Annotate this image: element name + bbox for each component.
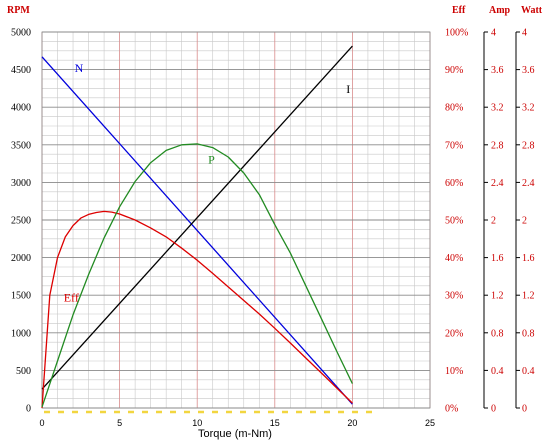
x-tick-label: 0 xyxy=(39,418,44,428)
watt-tick-label: 1.2 xyxy=(522,291,535,302)
curve-label-n: N xyxy=(75,61,84,75)
amp-axis-title: Amp xyxy=(489,5,511,16)
eff-tick-label: 30% xyxy=(445,291,463,302)
rpm-tick-label: 3000 xyxy=(11,178,31,189)
series-layer xyxy=(41,45,353,409)
x-tick-label: 15 xyxy=(270,418,280,428)
watt-tick-label: 4 xyxy=(522,28,527,39)
x-tick-label: 5 xyxy=(117,418,122,428)
amp-tick-label: 2.4 xyxy=(491,178,504,189)
amp-tick-label: 3.2 xyxy=(491,103,504,114)
amp-tick-label: 3.6 xyxy=(491,65,504,76)
rpm-tick-label: 4000 xyxy=(11,103,31,114)
eff-tick-label: 20% xyxy=(445,328,463,339)
rpm-tick-label: 500 xyxy=(16,366,31,377)
amp-tick-label: 2 xyxy=(491,216,496,227)
watt-tick-label: 1.6 xyxy=(522,253,535,264)
x-tick-label: 25 xyxy=(425,418,435,428)
axes-layer: RPM Eff Amp Watt Torque (m-Nm) 0 5 10 15 20 2… xyxy=(7,5,543,440)
major-grid xyxy=(41,31,431,409)
watt-tick-label: 0 xyxy=(522,404,527,415)
curve-labels: N I Eff P xyxy=(64,61,350,305)
eff-tick-label: 80% xyxy=(445,103,463,114)
watt-tick-label: 2 xyxy=(522,216,527,227)
watt-tick-label: 0.4 xyxy=(522,366,535,377)
amp-tick-label: 1.6 xyxy=(491,253,504,264)
curve-label-p: P xyxy=(208,153,215,167)
watt-tick-label: 3.2 xyxy=(522,103,535,114)
amp-tick-label: 0 xyxy=(491,404,496,415)
watt-tick-label: 2.8 xyxy=(522,140,535,151)
rpm-axis-title: RPM xyxy=(7,5,30,16)
watt-axis-title: Watt xyxy=(521,5,543,16)
eff-tick-label: 100% xyxy=(445,28,468,39)
rpm-tick-label: 2000 xyxy=(11,253,31,264)
eff-tick-label: 40% xyxy=(445,253,463,264)
rpm-tick-label: 0 xyxy=(26,404,31,415)
plot-border xyxy=(41,31,431,409)
rpm-tick-label: 2500 xyxy=(11,216,31,227)
curve-label-eff: Eff xyxy=(64,291,79,305)
rpm-tick-label: 3500 xyxy=(11,140,31,151)
x-axis-label: Torque (m-Nm) xyxy=(198,428,272,440)
eff-axis-title: Eff xyxy=(452,5,466,16)
x-tick-label: 10 xyxy=(192,418,202,428)
eff-tick-label: 0% xyxy=(445,404,458,415)
rpm-tick-label: 4500 xyxy=(11,65,31,76)
eff-tick-label: 50% xyxy=(445,216,463,227)
series-i-line xyxy=(41,45,353,390)
eff-tick-label: 10% xyxy=(445,366,463,377)
watt-tick-label: 3.6 xyxy=(522,65,535,76)
series-p-line xyxy=(41,143,353,408)
amp-tick-label: 1.2 xyxy=(491,291,504,302)
rpm-tick-label: 1000 xyxy=(11,328,31,339)
curve-label-i: I xyxy=(346,82,350,96)
amp-tick-label: 0.8 xyxy=(491,328,504,339)
rpm-tick-label: 1500 xyxy=(11,291,31,302)
watt-tick-label: 0.8 xyxy=(522,328,535,339)
watt-tick-label: 2.4 xyxy=(522,178,535,189)
amp-tick-label: 0.4 xyxy=(491,366,504,377)
rpm-tick-label: 5000 xyxy=(11,28,31,39)
eff-tick-label: 90% xyxy=(445,65,463,76)
x-tick-label: 20 xyxy=(347,418,357,428)
amp-tick-label: 4 xyxy=(491,28,496,39)
amp-tick-label: 2.8 xyxy=(491,140,504,151)
eff-tick-label: 70% xyxy=(445,140,463,151)
series-n-line xyxy=(41,56,353,405)
series-eff-line xyxy=(41,210,353,409)
eff-tick-label: 60% xyxy=(445,178,463,189)
